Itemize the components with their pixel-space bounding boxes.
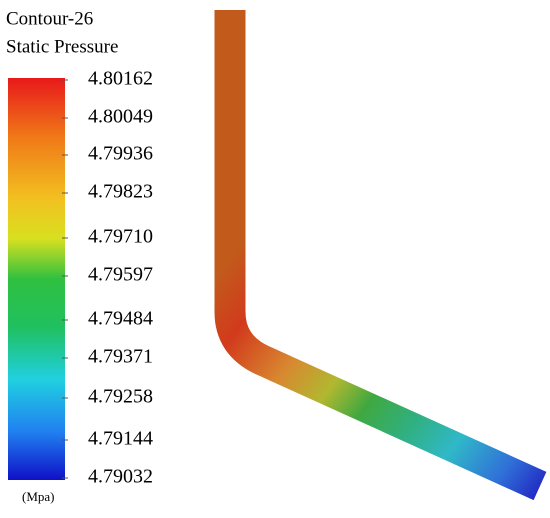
unit-label: (Mpa) [22,489,55,504]
tick-label: 4.80162 [88,68,153,90]
tick-label: 4.80049 [88,106,153,128]
tick-label: 4.79936 [88,143,153,165]
tick-label: 4.79371 [88,346,153,368]
pipe [214,10,547,501]
tick-label: 4.79258 [88,386,153,408]
color-bar-ticks: 4.80162 4.80049 4.79936 4.79823 4.79710 4.795… [62,68,153,488]
contour-subtitle: Static Pressure [6,36,118,57]
tick-label: 4.79597 [88,264,153,286]
tick-label: 4.79032 [88,466,153,488]
tick-label: 4.79484 [88,308,153,330]
tick-label: 4.79710 [88,226,153,248]
tick-label: 4.79823 [88,181,153,203]
tick-label: 4.79144 [88,428,153,450]
contour-title: Contour-26 [6,8,93,29]
color-bar [8,78,65,480]
